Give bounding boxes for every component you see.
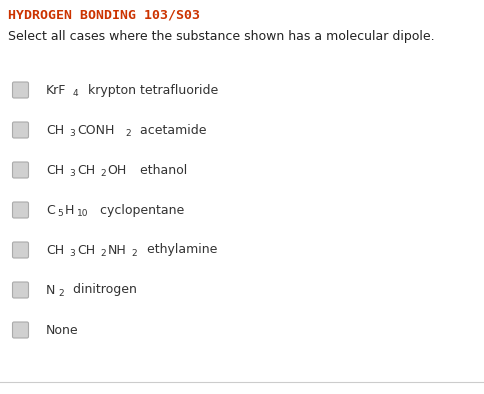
FancyBboxPatch shape	[13, 122, 29, 138]
Text: 2: 2	[100, 169, 106, 178]
FancyBboxPatch shape	[13, 202, 29, 218]
Text: CH: CH	[77, 243, 95, 256]
Text: CH: CH	[46, 123, 64, 136]
Text: H: H	[65, 203, 74, 216]
FancyBboxPatch shape	[13, 242, 29, 258]
Text: Select all cases where the substance shown has a molecular dipole.: Select all cases where the substance sho…	[8, 30, 435, 43]
Text: ethanol: ethanol	[132, 164, 187, 177]
Text: C: C	[46, 203, 55, 216]
Text: HYDROGEN BONDING 103/S03: HYDROGEN BONDING 103/S03	[8, 8, 200, 21]
Text: CONH: CONH	[77, 123, 114, 136]
Text: None: None	[46, 323, 78, 336]
Text: dinitrogen: dinitrogen	[65, 284, 137, 297]
Text: 5: 5	[57, 209, 63, 218]
Text: KrF: KrF	[46, 84, 66, 97]
Text: 10: 10	[77, 209, 88, 218]
Text: 3: 3	[69, 169, 75, 178]
Text: 2: 2	[125, 129, 131, 138]
Text: CH: CH	[46, 243, 64, 256]
Text: 4: 4	[72, 89, 78, 98]
Text: 2: 2	[58, 289, 64, 298]
Text: CH: CH	[46, 164, 64, 177]
Text: 3: 3	[69, 249, 75, 258]
Text: cyclopentane: cyclopentane	[91, 203, 184, 216]
Text: 2: 2	[100, 249, 106, 258]
Text: 2: 2	[132, 249, 137, 258]
Text: OH: OH	[107, 164, 127, 177]
Text: N: N	[46, 284, 55, 297]
Text: acetamide: acetamide	[132, 123, 207, 136]
FancyBboxPatch shape	[13, 282, 29, 298]
FancyBboxPatch shape	[13, 82, 29, 98]
Text: krypton tetrafluoride: krypton tetrafluoride	[79, 84, 218, 97]
FancyBboxPatch shape	[13, 322, 29, 338]
Text: 3: 3	[69, 129, 75, 138]
Text: NH: NH	[107, 243, 126, 256]
Text: ethylamine: ethylamine	[139, 243, 217, 256]
FancyBboxPatch shape	[13, 162, 29, 178]
Text: CH: CH	[77, 164, 95, 177]
